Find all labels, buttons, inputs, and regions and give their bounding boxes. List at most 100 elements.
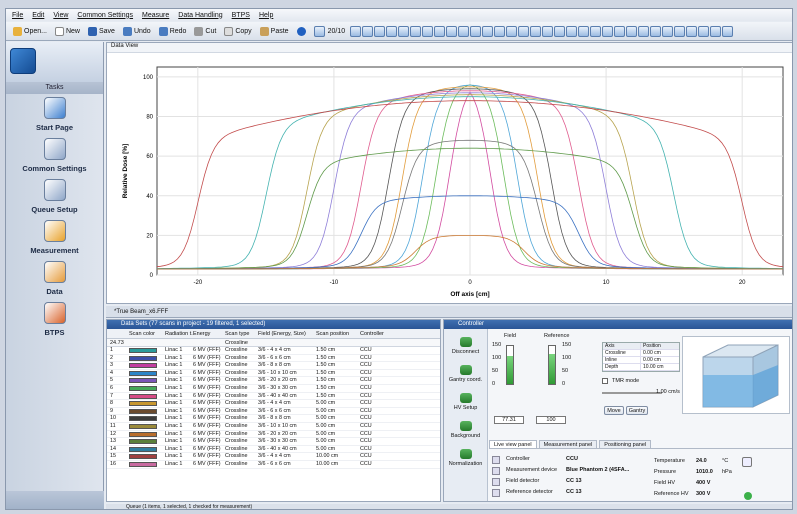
- table-row[interactable]: 1 Linac 1 6 MV (FFF) Crossline 3/6 - 4 x 4 c…: [107, 347, 440, 355]
- sidebar-item-queue-setup[interactable]: Queue Setup: [6, 176, 103, 217]
- tool-icon[interactable]: [542, 25, 554, 37]
- tool-icon[interactable]: [614, 25, 626, 37]
- new-button[interactable]: New: [52, 24, 83, 39]
- column-header[interactable]: Scan type: [225, 331, 250, 337]
- column-header[interactable]: Field (Energy, Size): [258, 331, 306, 337]
- controller-action-gantry-coord-[interactable]: Gantry coord.: [444, 357, 487, 385]
- menu-common-settings[interactable]: Common Settings: [77, 11, 134, 19]
- tool-icon[interactable]: [470, 25, 482, 37]
- tool-icon[interactable]: [554, 25, 566, 37]
- menu-measure[interactable]: Measure: [142, 11, 170, 19]
- copy-button[interactable]: Copy: [221, 24, 254, 39]
- menu-edit[interactable]: Edit: [32, 11, 45, 19]
- filter-cell[interactable]: [360, 339, 396, 346]
- tool-icon[interactable]: [674, 25, 686, 37]
- tool-icon[interactable]: [650, 25, 662, 37]
- tool-icon[interactable]: [602, 25, 614, 37]
- tool-icon[interactable]: [362, 25, 374, 37]
- tool-icon[interactable]: [722, 25, 734, 37]
- tool-icon[interactable]: [638, 25, 650, 37]
- table-row[interactable]: 3 Linac 1 6 MV (FFF) Crossline 3/6 - 8 x 8 c…: [107, 362, 440, 370]
- menu-view[interactable]: View: [53, 11, 69, 19]
- filter-cell[interactable]: [165, 339, 193, 346]
- tab-positioning-panel[interactable]: Positioning panel: [599, 440, 652, 448]
- table-row[interactable]: 9 Linac 1 6 MV (FFF) Crossline 3/6 - 6 x 6 c…: [107, 408, 440, 416]
- tool-icon[interactable]: [494, 25, 506, 37]
- redo-button[interactable]: Redo: [156, 24, 190, 39]
- tool-icon[interactable]: [506, 25, 518, 37]
- tool-icon[interactable]: [458, 25, 470, 37]
- column-header[interactable]: Radiation t.: [165, 331, 193, 337]
- filter-cell[interactable]: [258, 339, 316, 346]
- tool-icon[interactable]: [662, 25, 674, 37]
- sidebar-item-data[interactable]: Data: [6, 258, 103, 299]
- column-header[interactable]: Scan color: [129, 331, 155, 337]
- tool-icon[interactable]: [518, 25, 530, 37]
- table-row[interactable]: 13 Linac 1 6 MV (FFF) Crossline 3/6 - 30 x 3…: [107, 438, 440, 446]
- controller-action-background[interactable]: Background: [444, 413, 487, 441]
- tool-icon[interactable]: [350, 25, 362, 37]
- sidebar-item-start-page[interactable]: Start Page: [6, 94, 103, 135]
- table-row[interactable]: 8 Linac 1 6 MV (FFF) Crossline 3/6 - 4 x 4 c…: [107, 400, 440, 408]
- paste-button[interactable]: Paste: [257, 24, 292, 39]
- table-row[interactable]: 15 Linac 1 6 MV (FFF) Crossline 3/6 - 4 x 4 …: [107, 453, 440, 461]
- tool-icon[interactable]: [530, 25, 542, 37]
- dose-profile-chart[interactable]: -20 -10 0 10 20 0 20 40 60 80 100 Off axis [cm] Rela…: [107, 53, 793, 303]
- controller-action-disconnect[interactable]: Disconnect: [444, 329, 487, 357]
- sidebar-item-btps[interactable]: BTPS: [6, 299, 103, 340]
- table-row[interactable]: 16 Linac 1 6 MV (FFF) Crossline 3/6 - 6 x 6 …: [107, 461, 440, 469]
- menu-file[interactable]: File: [12, 11, 24, 19]
- menu-help[interactable]: Help: [258, 11, 274, 19]
- tool-icon[interactable]: [398, 25, 410, 37]
- filter-cell[interactable]: [316, 339, 360, 346]
- tool-icon[interactable]: [626, 25, 638, 37]
- tab-true-beam[interactable]: *True Beam_x6.FFF: [114, 309, 169, 315]
- menu-btps[interactable]: BTPS: [231, 11, 250, 19]
- position-row[interactable]: Crossline 0.00 cm: [603, 350, 679, 357]
- column-header[interactable]: Controller: [360, 331, 384, 337]
- gantry-button[interactable]: Gantry: [626, 406, 648, 415]
- phantom-3d-view[interactable]: [682, 336, 790, 414]
- table-row[interactable]: 2 Linac 1 6 MV (FFF) Crossline 3/6 - 6 x 6 c…: [107, 355, 440, 363]
- sidebar-item-common-settings[interactable]: Common Settings: [6, 135, 103, 176]
- table-row[interactable]: 10 Linac 1 6 MV (FFF) Crossline 3/6 - 8 x 8 …: [107, 415, 440, 423]
- table-row[interactable]: 6 Linac 1 6 MV (FFF) Crossline 3/6 - 30 x 30…: [107, 385, 440, 393]
- tab-live-view-panel[interactable]: Live view panel: [489, 440, 537, 448]
- column-header[interactable]: [107, 329, 129, 338]
- position-row[interactable]: Depth 10.00 cm: [603, 364, 679, 371]
- zoom-button[interactable]: 20/10: [311, 24, 349, 39]
- tab-measurement-panel[interactable]: Measurement panel: [538, 440, 598, 448]
- table-row[interactable]: 14 Linac 1 6 MV (FFF) Crossline 3/6 - 40 x 4…: [107, 446, 440, 454]
- tool-icon[interactable]: [374, 25, 386, 37]
- table-row[interactable]: 11 Linac 1 6 MV (FFF) Crossline 3/6 - 10 x 1…: [107, 423, 440, 431]
- tool-icon[interactable]: [422, 25, 434, 37]
- tool-icon[interactable]: [578, 25, 590, 37]
- tool-icon[interactable]: [686, 25, 698, 37]
- table-row[interactable]: 4 Linac 1 6 MV (FFF) Crossline 3/6 - 10 x 10…: [107, 370, 440, 378]
- speed-slider[interactable]: [602, 392, 662, 394]
- cut-button[interactable]: Cut: [191, 24, 219, 39]
- tool-icon[interactable]: [698, 25, 710, 37]
- tool-icon[interactable]: [446, 25, 458, 37]
- filter-cell[interactable]: Crossline: [225, 340, 248, 346]
- tool-icon[interactable]: [434, 25, 446, 37]
- sidebar-item-measurement[interactable]: Measurement: [6, 217, 103, 258]
- controller-action-normalization[interactable]: Normalization: [444, 441, 487, 469]
- undo-button[interactable]: Undo: [120, 24, 154, 39]
- table-row[interactable]: 5 Linac 1 6 MV (FFF) Crossline 3/6 - 20 x 20…: [107, 377, 440, 385]
- menu-data-handling[interactable]: Data Handling: [178, 11, 223, 19]
- tool-icon[interactable]: [386, 25, 398, 37]
- table-row[interactable]: 7 Linac 1 6 MV (FFF) Crossline 3/6 - 40 x 40…: [107, 393, 440, 401]
- save-button[interactable]: Save: [85, 24, 118, 39]
- tool-icon[interactable]: [590, 25, 602, 37]
- tool-icon[interactable]: [482, 25, 494, 37]
- position-row[interactable]: Inline 0.00 cm: [603, 357, 679, 364]
- move-button[interactable]: Move: [604, 406, 624, 415]
- tmr-checkbox[interactable]: [602, 378, 608, 384]
- filter-cell[interactable]: 24.73: [110, 340, 124, 346]
- filter-cell[interactable]: [129, 339, 165, 346]
- info-button[interactable]: [294, 24, 309, 39]
- column-header[interactable]: Energy: [193, 331, 211, 337]
- table-row[interactable]: 12 Linac 1 6 MV (FFF) Crossline 3/6 - 20 x 2…: [107, 431, 440, 439]
- filter-cell[interactable]: [193, 339, 225, 346]
